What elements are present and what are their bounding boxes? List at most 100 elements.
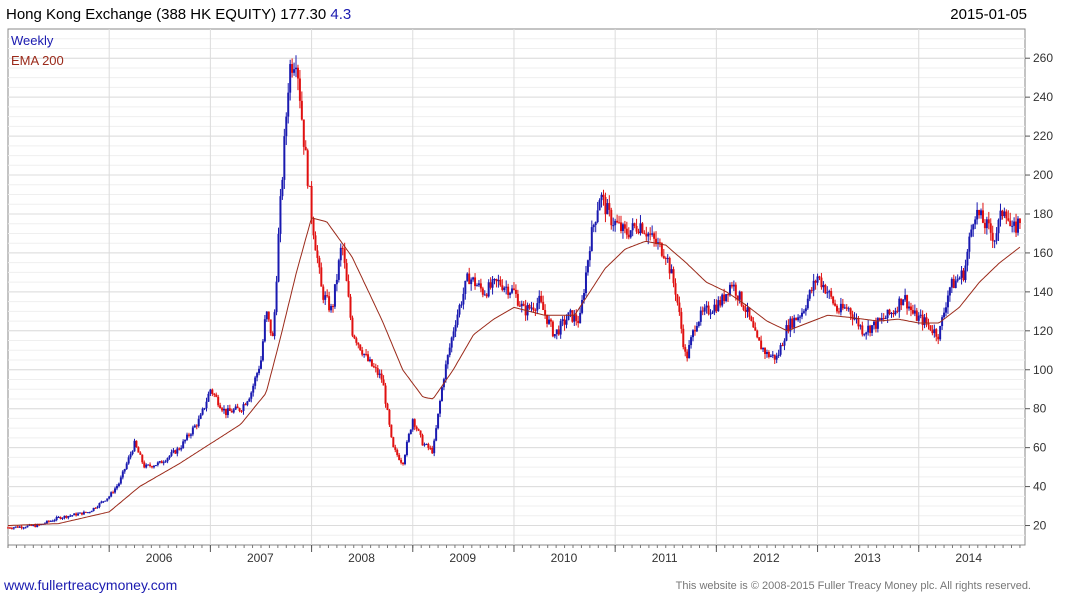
candle-body [419,430,422,435]
candle-body [1016,218,1019,233]
candle-body [374,367,377,369]
candle-body [312,218,315,236]
candle-body [285,116,288,137]
candle-body [900,298,903,306]
candle-body [223,408,226,411]
candle-body [762,348,765,350]
candle-body [705,305,708,308]
candle-body [876,318,879,329]
candle-body [869,325,872,333]
candle-body [651,233,654,235]
candle-body [544,309,547,315]
candle-body [333,284,336,307]
candle-body [69,515,72,517]
candle-body [310,186,313,219]
candle-body [388,409,391,425]
candle-body [760,340,763,350]
y-tick-label: 100 [1033,363,1053,377]
candle-body [452,331,455,338]
candle-body [859,325,862,327]
candle-body [421,434,424,446]
candle-body [575,314,578,321]
candle-body [413,419,416,427]
candle-body [799,316,802,318]
candle-body [674,283,677,295]
y-tick-label: 220 [1033,129,1053,143]
candle-body [939,326,942,340]
candle-body [547,319,550,324]
candle-body [925,317,928,324]
candle-body [427,443,430,448]
candle-body [330,306,333,311]
candle-body [269,319,272,334]
candle-body [808,290,811,299]
candle-body [514,289,517,294]
candle-body [80,512,83,515]
candle-body [361,350,364,355]
candle-body [703,307,706,312]
candle-body [837,311,840,313]
candle-body [378,373,381,375]
candle-body [415,426,418,430]
candle-body [789,318,792,332]
candle-body [47,520,50,522]
candle-body [822,284,825,288]
x-tick-label: 2010 [551,551,578,565]
candle-body [660,243,663,256]
candle-body [929,325,932,331]
candle-body [569,310,572,313]
candle-body [55,517,58,520]
candle-body [187,434,190,436]
candle-body [563,319,566,325]
candle-body [448,347,451,356]
candle-body [641,223,644,233]
candle-body [403,455,406,465]
candle-body [767,352,770,357]
candle-body [474,277,477,287]
candle-body [551,321,554,337]
y-tick-label: 140 [1033,285,1053,299]
candle-body [326,295,329,297]
candle-body [565,320,568,325]
site-link[interactable]: www.fullertreacymoney.com [4,577,178,593]
candle-body [713,304,716,313]
candle-body [246,401,249,405]
candle-body [744,309,747,312]
candle-body [26,525,29,528]
candle-body [86,512,89,514]
candle-body [507,286,510,295]
candle-body [228,408,231,411]
candle-body [481,288,484,295]
y-tick-label: 80 [1033,402,1047,416]
ema-200-line [8,217,1021,526]
candle-body [343,248,346,264]
candle-body [386,403,389,410]
candle-body [263,319,266,342]
candle-body [337,260,340,280]
candle-body [244,404,247,406]
candle-body [298,78,301,101]
candle-body [740,291,743,306]
candle-body [985,219,988,229]
y-tick-label: 20 [1033,519,1047,533]
candle-body [758,337,761,341]
candle-body [764,348,767,355]
candle-body [941,317,944,327]
y-tick-label: 60 [1033,441,1047,455]
x-tick-label: 2009 [449,551,476,565]
candle-body [861,325,864,335]
candle-body [147,464,150,466]
candle-body [748,307,751,317]
candle-body [318,257,321,268]
candle-body [754,327,757,331]
candle-body [359,344,362,351]
candle-body [444,364,447,380]
candle-body [956,279,959,281]
candle-body [158,461,161,463]
candle-body [635,225,638,232]
candle-body [787,325,790,332]
candle-body [242,404,245,411]
candle-body [275,281,278,313]
candle-body [226,408,229,416]
candle-body [639,223,642,234]
